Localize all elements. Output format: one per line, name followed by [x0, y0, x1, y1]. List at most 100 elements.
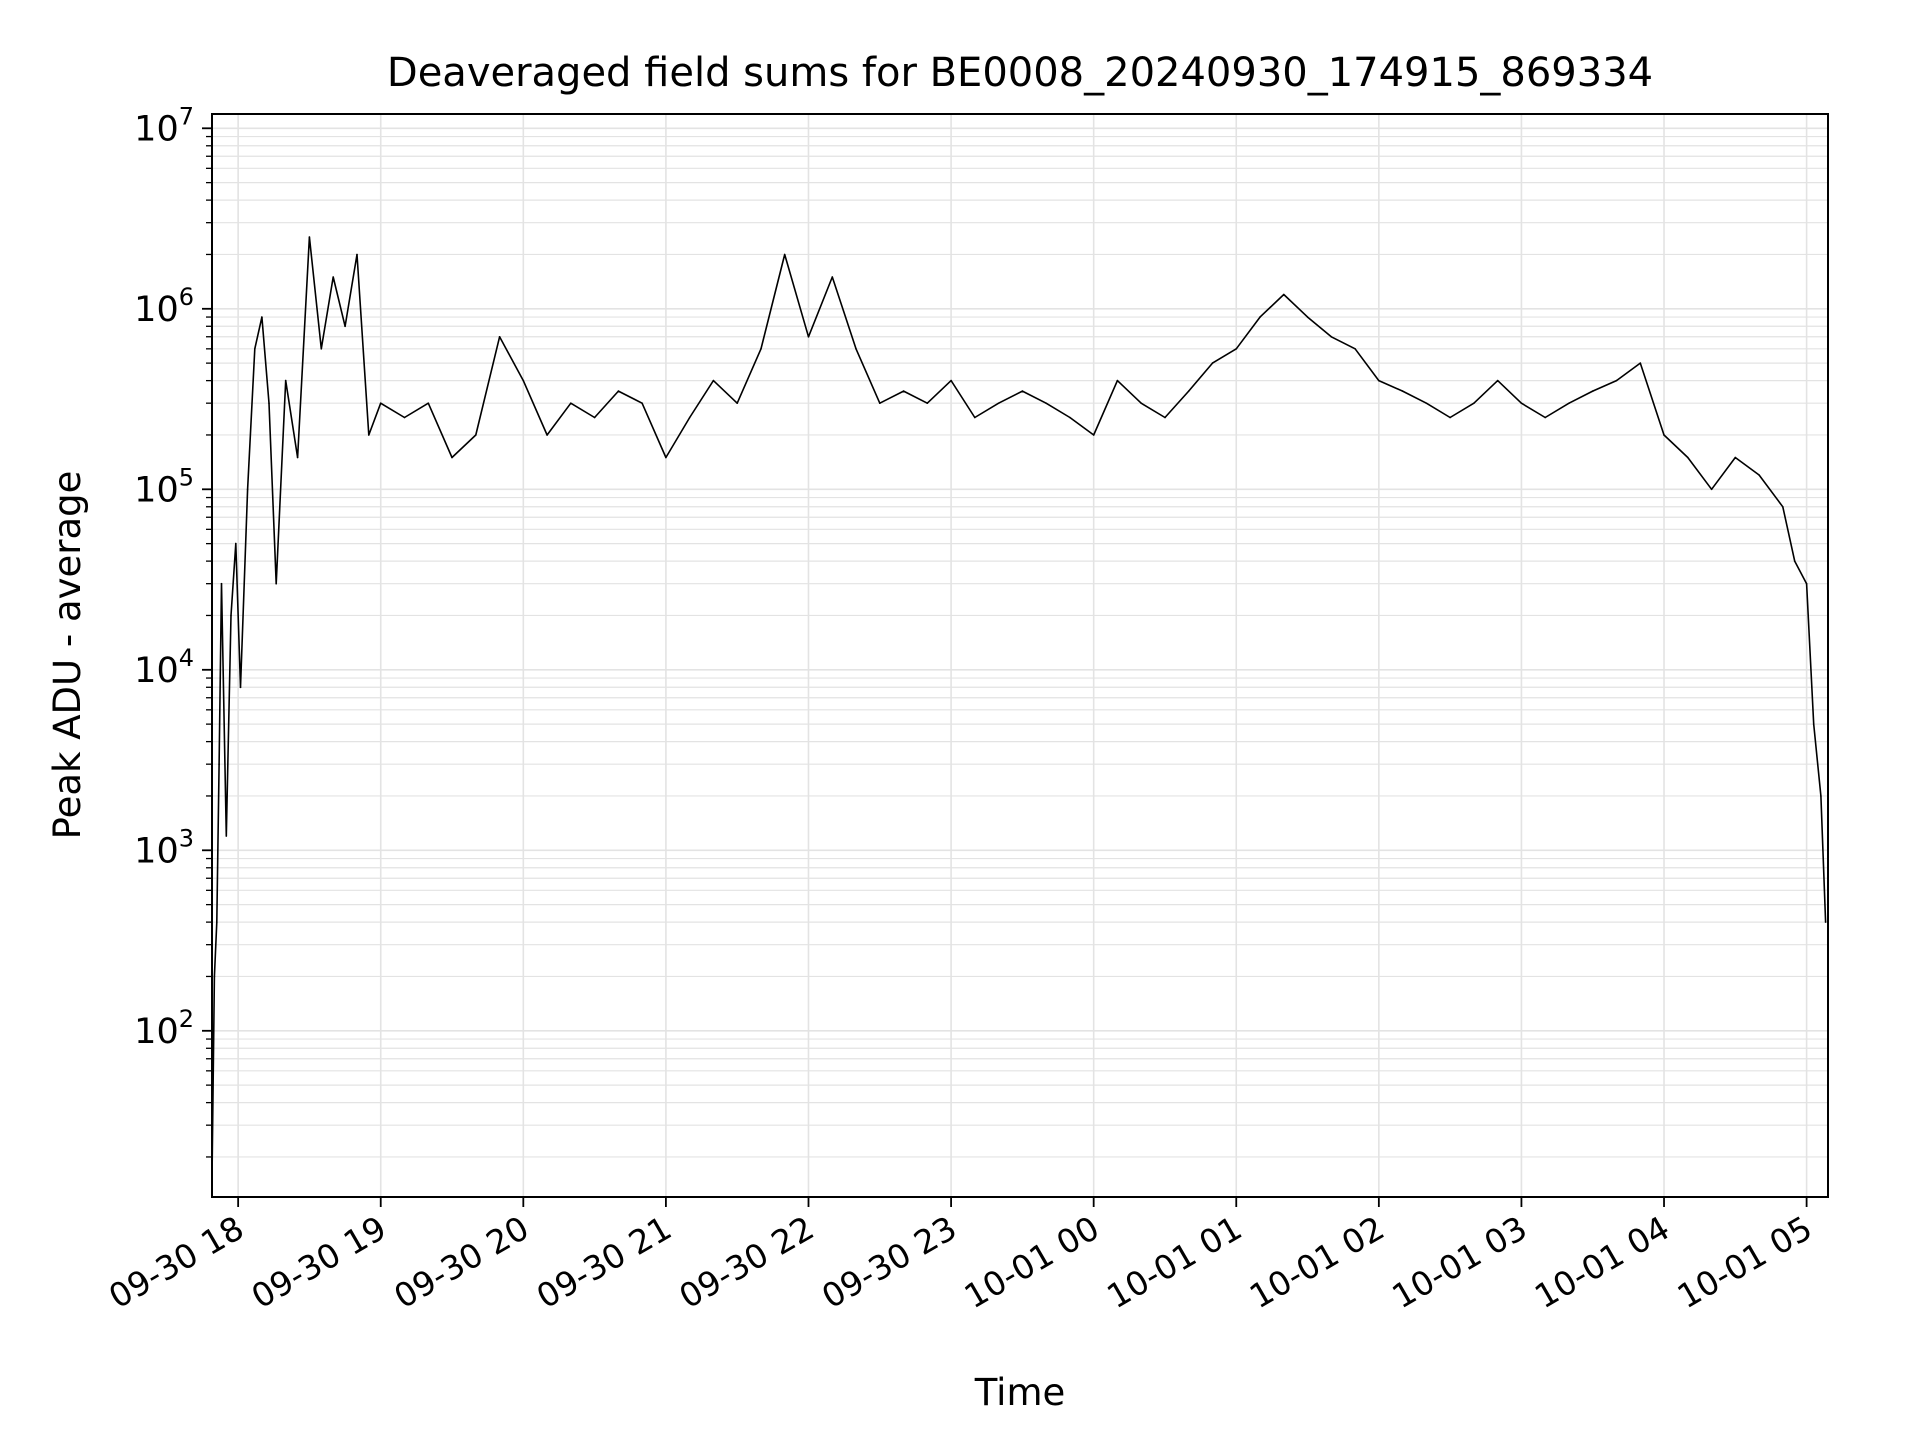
- data-point: [1615, 379, 1618, 382]
- data-point: [1824, 921, 1827, 923]
- y-tick-label: 102: [134, 1005, 194, 1052]
- data-point: [926, 402, 929, 405]
- data-point: [1425, 402, 1428, 405]
- data-point: [239, 686, 242, 689]
- data-point: [220, 582, 223, 585]
- data-point: [1259, 316, 1261, 318]
- data-point: [1401, 390, 1404, 392]
- data-point: [225, 835, 228, 837]
- data-point: [1116, 379, 1119, 382]
- data-point: [522, 379, 525, 382]
- data-point: [712, 379, 715, 382]
- data-point: [855, 348, 857, 350]
- data-point: [1782, 506, 1784, 508]
- plot-area: [212, 114, 1828, 1197]
- data-point: [760, 348, 762, 350]
- data-point: [1496, 379, 1499, 382]
- data-point: [261, 316, 263, 318]
- data-point: [451, 456, 453, 459]
- data-point: [665, 456, 667, 459]
- data-point: [688, 416, 691, 419]
- y-axis-label: Peak ADU - average: [46, 471, 89, 840]
- y-tick-label: 104: [134, 644, 194, 691]
- data-point: [1568, 402, 1570, 405]
- data-point: [368, 434, 370, 436]
- data-point: [1140, 402, 1142, 405]
- data-point: [1235, 348, 1238, 350]
- data-point: [1591, 390, 1594, 392]
- data-point: [736, 402, 738, 405]
- data-point: [1734, 456, 1737, 459]
- data-point: [344, 325, 346, 328]
- data-point: [1021, 390, 1024, 392]
- data-point: [379, 402, 382, 405]
- data-point: [902, 390, 905, 392]
- data-point: [1211, 362, 1214, 364]
- data-point: [403, 416, 406, 419]
- data-point: [1306, 316, 1309, 318]
- data-point: [427, 402, 430, 405]
- data-point: [1544, 416, 1546, 419]
- data-point: [308, 236, 311, 238]
- data-point: [498, 336, 501, 338]
- data-point: [1758, 474, 1760, 476]
- data-point: [997, 402, 1000, 405]
- data-point: [296, 456, 299, 459]
- data-point: [1520, 402, 1523, 405]
- data-point: [1092, 434, 1095, 436]
- x-axis-label: Time: [974, 1371, 1066, 1414]
- data-point: [570, 402, 572, 405]
- data-point: [1805, 582, 1808, 585]
- data-point: [879, 402, 881, 405]
- data-point: [1378, 379, 1380, 382]
- data-point: [1793, 560, 1796, 562]
- data-point: [475, 434, 477, 436]
- data-point: [320, 348, 323, 350]
- data-point: [1820, 795, 1822, 797]
- data-point: [1449, 416, 1451, 419]
- data-point: [950, 379, 952, 382]
- data-point: [235, 542, 237, 545]
- data-point: [641, 402, 643, 405]
- data-point: [807, 336, 810, 338]
- data-point: [356, 253, 358, 256]
- data-point: [1639, 362, 1642, 364]
- data-point: [268, 402, 270, 405]
- minor-gridlines: [206, 135, 1828, 1158]
- data-point: [1473, 402, 1475, 405]
- data-point: [546, 434, 548, 436]
- data-point: [974, 416, 976, 419]
- data-point: [1045, 402, 1047, 405]
- data-point: [1330, 336, 1333, 338]
- y-tick-label: 105: [134, 463, 194, 510]
- data-point: [1710, 488, 1713, 491]
- data-point: [593, 416, 596, 419]
- data-point: [284, 379, 287, 382]
- y-tick-label: 103: [134, 824, 194, 871]
- data-point: [332, 276, 335, 278]
- data-point: [1069, 416, 1071, 419]
- data-point: [275, 582, 278, 585]
- data-point: [1354, 348, 1356, 350]
- major-gridlines: [212, 114, 1828, 1197]
- plot-frame: [211, 113, 1829, 1198]
- data-point: [1164, 416, 1166, 419]
- data-point: [230, 614, 232, 617]
- data-point: [1687, 456, 1689, 459]
- data-point: [218, 763, 220, 765]
- y-axis-ticks: 102 103 104 105 106 107: [134, 102, 212, 1052]
- data-point: [246, 488, 249, 491]
- data-point: [216, 921, 218, 923]
- data-point: [1812, 723, 1815, 725]
- data-point: [783, 253, 786, 256]
- data-point: [1663, 434, 1665, 436]
- data-point: [1283, 293, 1285, 296]
- y-tick-label: 106: [134, 283, 194, 330]
- data-point: [617, 390, 620, 392]
- chart-title: Deaveraged field sums for BE0008_2024093…: [387, 50, 1653, 96]
- data-point: [213, 975, 216, 978]
- data-point: [831, 276, 834, 278]
- data-point: [254, 348, 256, 350]
- data-point: [1187, 390, 1190, 392]
